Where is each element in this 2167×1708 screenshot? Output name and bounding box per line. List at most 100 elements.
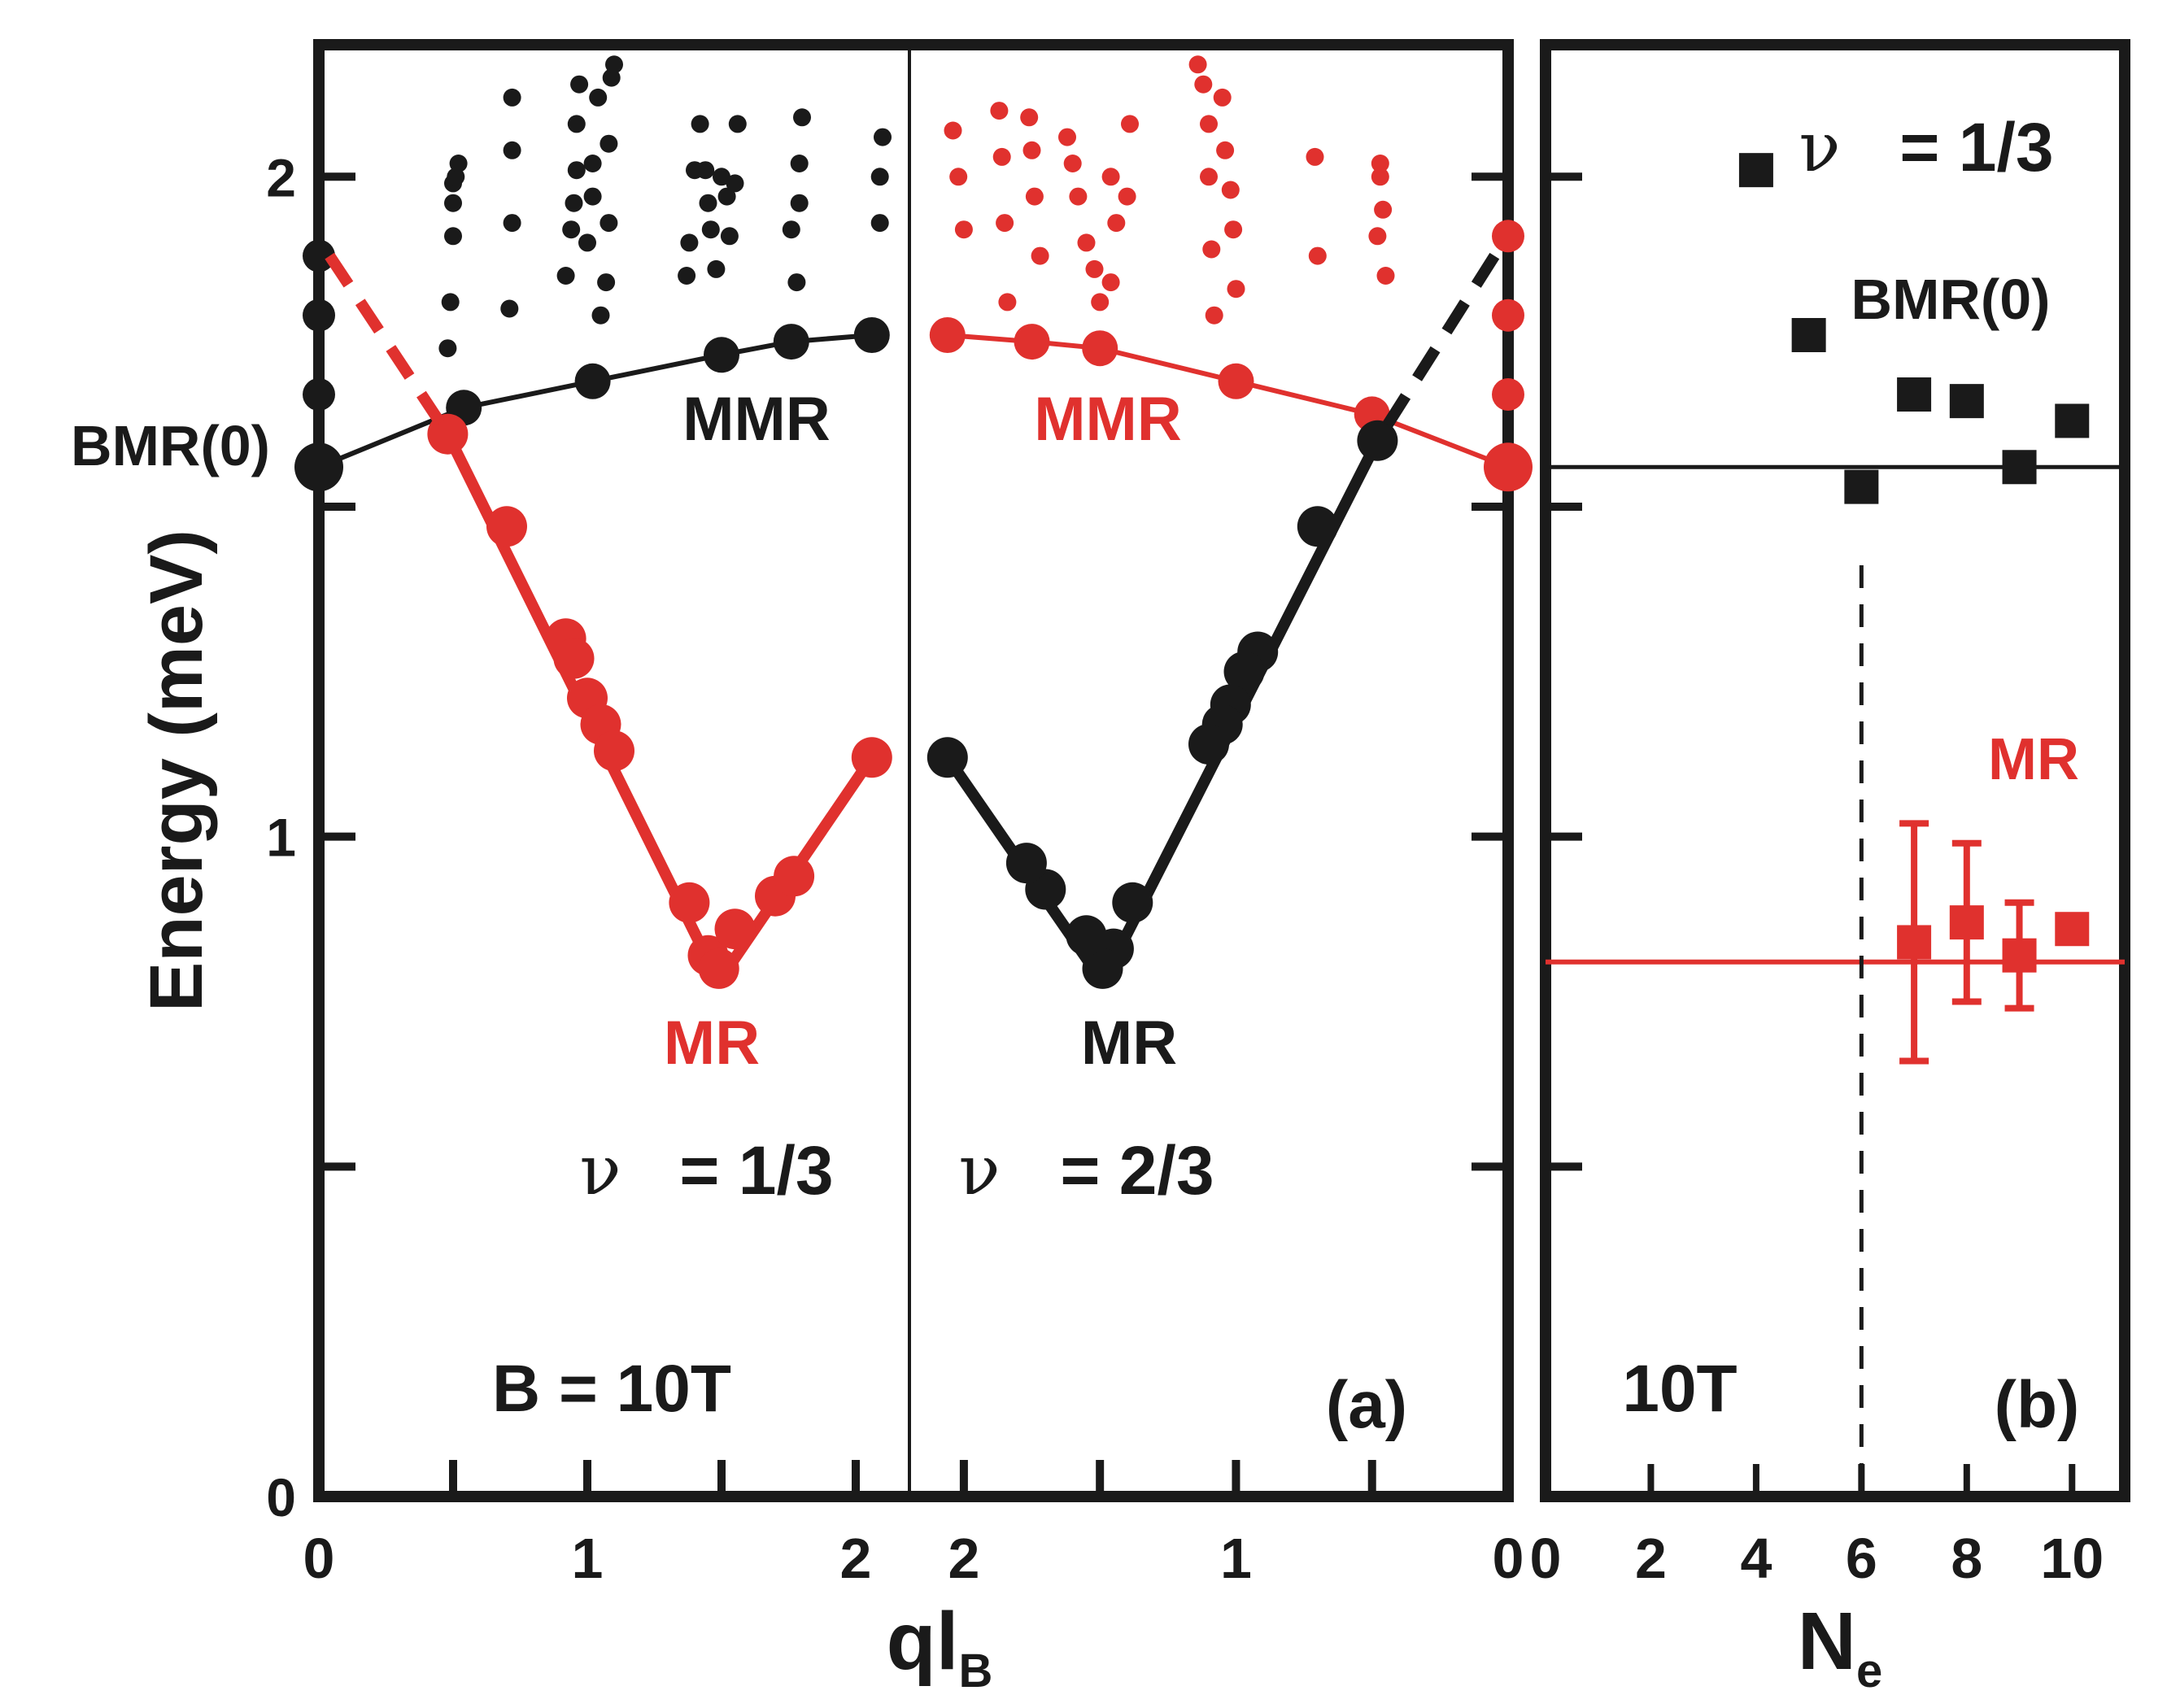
extrapolation-line — [325, 252, 453, 438]
mr-point — [1223, 651, 1265, 692]
continuum-point — [1031, 246, 1049, 265]
continuum-point — [954, 220, 973, 239]
x-tick-label: 0 — [1493, 1527, 1524, 1590]
bmr0-square-point — [1897, 377, 1932, 412]
continuum-point — [707, 259, 726, 278]
field-label-b: 10T — [1622, 1352, 1737, 1426]
continuum-point — [1200, 168, 1218, 186]
panel-a-frame — [313, 39, 1514, 1502]
field-label-a: B = 10T — [492, 1352, 731, 1426]
mmr-point — [294, 442, 343, 492]
continuum-point — [1224, 220, 1243, 239]
continuum-point — [503, 214, 521, 233]
y-tick-label: 2 — [266, 147, 296, 207]
x-tick-label: 2 — [840, 1527, 872, 1590]
mmr-point — [1014, 324, 1050, 360]
continuum-point — [449, 155, 468, 172]
mmr-point — [773, 324, 809, 360]
x-axis-label-b: Ne — [1798, 1596, 1882, 1697]
continuum-point — [567, 115, 586, 133]
continuum-point — [1022, 141, 1041, 159]
continuum-point — [874, 128, 892, 146]
continuum-point — [793, 108, 811, 127]
continuum-point — [562, 220, 581, 239]
bmr0-point — [1492, 378, 1524, 411]
continuum-point — [1202, 240, 1221, 259]
mr-point — [1082, 948, 1123, 989]
continuum-point — [790, 155, 809, 172]
mr-point — [486, 506, 527, 547]
x-axis-label-a: qlB — [887, 1596, 993, 1697]
continuum-point — [600, 134, 618, 153]
x-tick-label: 1 — [1220, 1527, 1252, 1590]
continuum-point — [713, 168, 730, 186]
continuum-point — [787, 273, 806, 292]
y-tick-label: 1 — [266, 808, 296, 868]
continuum-point — [1306, 147, 1324, 166]
mr-square-point — [1897, 925, 1932, 960]
continuum-point — [1371, 155, 1389, 172]
mr-square-point — [2055, 912, 2090, 947]
mr-point — [1112, 882, 1153, 923]
continuum-point — [1063, 155, 1082, 172]
mmr-label-left: MMR — [682, 385, 831, 454]
continuum-point — [726, 174, 744, 193]
mr-point — [594, 730, 634, 772]
x-tick-label-b: 0 — [1530, 1527, 1562, 1590]
continuum-point — [1374, 200, 1393, 219]
continuum-point — [790, 194, 809, 212]
continuum-point — [1077, 233, 1096, 252]
continuum-point — [570, 75, 589, 94]
mmr-point — [574, 363, 611, 399]
continuum-point — [699, 194, 717, 212]
bmr0-square-point — [1844, 469, 1879, 504]
continuum-point — [583, 187, 602, 206]
bmr0-square-point — [1949, 384, 1984, 419]
continuum-point — [565, 194, 583, 212]
mr-square-point — [1949, 905, 1984, 940]
y-axis-label: Energy (meV) — [135, 529, 218, 1012]
continuum-point — [591, 306, 610, 325]
mr-point — [1357, 420, 1398, 461]
continuum-point — [944, 121, 962, 140]
x-tick-label: 2 — [948, 1527, 979, 1590]
nu-value-left: = 1/3 — [679, 1132, 833, 1209]
continuum-point — [870, 214, 889, 233]
mr-point — [851, 737, 892, 778]
continuum-point — [556, 267, 575, 285]
continuum-point — [1058, 128, 1076, 146]
continuum-point — [1200, 115, 1218, 133]
bmr0-point — [303, 239, 335, 272]
mmr-point — [1484, 442, 1533, 492]
continuum-point — [1121, 115, 1139, 133]
mr-point — [698, 948, 739, 989]
continuum-point — [1101, 273, 1120, 292]
continuum-point — [1227, 280, 1245, 298]
x-tick-label-b: 2 — [1635, 1527, 1667, 1590]
extrapolation-line — [1372, 252, 1500, 444]
continuum-point — [998, 293, 1017, 312]
continuum-point — [1368, 227, 1387, 246]
mr-point — [1005, 843, 1047, 884]
continuum-point — [605, 55, 623, 74]
continuum-point — [782, 220, 800, 239]
bmr0-point — [303, 298, 335, 332]
mmr-point — [1082, 330, 1118, 367]
mr-label-right: MR — [1081, 1009, 1177, 1078]
continuum-point — [503, 88, 521, 107]
continuum-point — [717, 187, 736, 206]
continuum-point — [949, 168, 968, 186]
continuum-point — [696, 161, 715, 180]
continuum-point — [1118, 187, 1136, 206]
continuum-point — [1216, 141, 1235, 159]
nu-symbol-b: ν — [1799, 107, 1840, 187]
x-tick-label: 0 — [303, 1527, 335, 1590]
nu-value-b: = 1/3 — [1899, 109, 2053, 185]
continuum-point — [602, 68, 621, 87]
y-tick-label: 0 — [266, 1467, 296, 1527]
mr-point — [1188, 724, 1229, 765]
mmr-point — [853, 317, 890, 353]
continuum-point — [438, 339, 457, 358]
continuum-point — [720, 227, 739, 246]
